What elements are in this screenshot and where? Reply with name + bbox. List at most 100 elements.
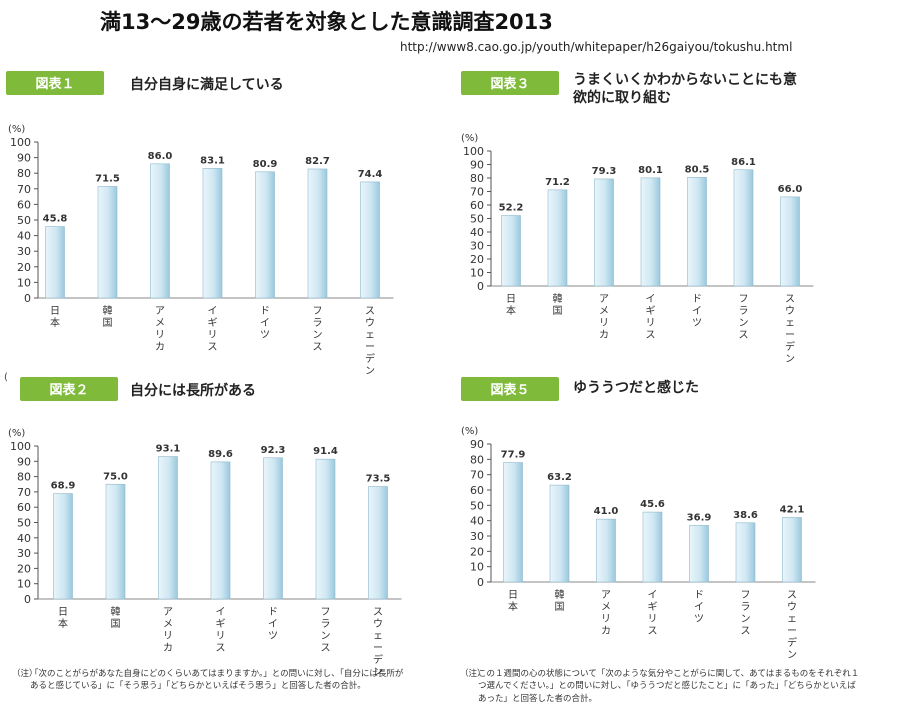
bar [735, 522, 756, 583]
chart-title-line: うまくいくかわからないことにも意 [573, 71, 797, 88]
category-label: アメリカ [163, 607, 173, 654]
value-label: 77.9 [501, 450, 526, 461]
bar [150, 163, 170, 299]
bar [503, 462, 523, 583]
bar [202, 168, 223, 299]
y-tick-label: 30 [17, 245, 31, 258]
bar [97, 186, 118, 299]
note-right: （注） この１週間の心の状態について「次のような気分やことがらに関して、あてはま… [460, 668, 860, 705]
page-title: 満13〜29歳の若者を対象とした意識調査2013 [100, 10, 553, 34]
note-right-mark: （注） [460, 669, 486, 679]
category-label: ドイツ [268, 607, 278, 642]
category-label: 韓国 [555, 589, 565, 613]
y-tick-label: 70 [17, 486, 31, 499]
value-label: 38.6 [733, 510, 758, 521]
bar [263, 457, 283, 600]
y-unit-label: (%) [8, 428, 25, 439]
y-tick-label: 60 [17, 198, 31, 211]
note-left: （注） 「次のことがらがあなた自身にどのくらいあてはまりますか。」との問いに対し… [12, 668, 407, 693]
y-tick-label: 100 [10, 440, 31, 453]
y-tick-label: 30 [470, 240, 484, 253]
bar [687, 177, 707, 287]
category-label: 日本 [506, 294, 516, 317]
note-right-text: この１週間の心の状態について「次のような気分やことがらに関して、あてはまるものを… [478, 669, 860, 704]
category-label: イギリス [648, 590, 658, 637]
y-tick-label: 20 [470, 253, 484, 266]
category-label: 韓国 [103, 305, 113, 329]
y-tick-label: 80 [470, 172, 484, 185]
bar [596, 518, 616, 583]
y-tick-label: 50 [470, 213, 484, 226]
value-label: 73.5 [366, 474, 391, 485]
category-label: イギリス [646, 294, 656, 341]
y-tick-label: 0 [24, 593, 31, 606]
category-label: ドイツ [260, 306, 270, 341]
y-tick-label: 70 [17, 183, 31, 196]
value-label: 63.2 [547, 472, 572, 483]
y-tick-label: 80 [470, 453, 484, 466]
value-label: 92.3 [261, 445, 286, 456]
category-label: アメリカ [599, 294, 609, 341]
category-label: ドイツ [692, 294, 702, 329]
value-label: 80.5 [685, 164, 710, 175]
y-tick-label: 80 [17, 167, 31, 180]
note-left-mark: （注） [12, 669, 38, 679]
y-tick-label: 20 [17, 261, 31, 274]
y-tick-label: 40 [17, 532, 31, 545]
y-tick-label: 90 [470, 159, 484, 172]
y-tick-label: 60 [470, 199, 484, 212]
bar [549, 484, 570, 583]
chart-title: 自分には長所がある [130, 382, 256, 399]
category-label: ドイツ [694, 590, 704, 625]
y-tick-label: 100 [463, 145, 484, 158]
bar [255, 171, 275, 299]
y-tick-label: 70 [470, 186, 484, 199]
y-unit-label: (%) [8, 124, 25, 135]
chart-badge-label: 図表５ [490, 382, 529, 398]
chart-panel-5: 図表５ ゆううつだと感じた (%) 0 10 20 30 40 50 60 70 80 90 77.9 日本… [455, 372, 900, 667]
chart-panel-1: 図表１ 自分自身に満足している (%) 0 10 20 30 40 50 60 70 80 90 100 4… [0, 66, 445, 377]
bar [733, 169, 754, 287]
category-label: イギリス [208, 306, 218, 353]
category-label: 日本 [58, 607, 68, 630]
category-label: 日本 [508, 590, 518, 613]
chart-2-svg: 図表２ 自分には長所がある (%) 0 10 20 30 40 50 60 70 80 90 100 68.… [8, 377, 402, 678]
value-label: 75.0 [103, 471, 128, 482]
chart-badge [20, 377, 118, 401]
y-tick-label: 80 [17, 471, 31, 484]
chart-badge-label: 図表２ [49, 382, 88, 398]
y-tick-label: 40 [470, 515, 484, 528]
category-label: アメリカ [155, 306, 165, 353]
bar [315, 458, 336, 600]
y-tick-label: 90 [470, 438, 484, 451]
category-label: フランス [739, 294, 749, 341]
y-tick-label: 20 [470, 545, 484, 558]
y-tick-label: 10 [470, 267, 484, 280]
value-label: 45.8 [43, 214, 68, 225]
value-label: 36.9 [687, 512, 712, 523]
category-label: 韓国 [111, 606, 121, 630]
y-unit-label: (%) [461, 426, 478, 437]
value-label: 82.7 [305, 156, 330, 167]
chart-badge-label: 図表３ [490, 76, 529, 92]
source-url[interactable]: http://www8.cao.go.jp/youth/whitepaper/h… [400, 40, 793, 54]
y-tick-label: 50 [17, 214, 31, 227]
chart-title-line: 欲的に取り組む [572, 89, 671, 106]
category-label: フランス [321, 607, 331, 654]
y-tick-label: 10 [17, 578, 31, 591]
y-tick-label: 50 [17, 517, 31, 530]
chart-title: ゆううつだと感じた [573, 379, 699, 396]
y-tick-label: 10 [17, 276, 31, 289]
y-unit-label: (%) [461, 133, 478, 144]
bar [307, 168, 328, 299]
value-label: 80.1 [638, 165, 663, 176]
y-tick-label: 70 [470, 469, 484, 482]
chart-badge [461, 71, 559, 95]
chart-1-svg: 図表１ 自分自身に満足している (%) 0 10 20 30 40 50 60 70 80 90 100 4… [6, 71, 394, 377]
chart-5-svg: 図表５ ゆううつだと感じた (%) 0 10 20 30 40 50 60 70 80 90 77.9 日本… [461, 377, 816, 661]
value-label: 93.1 [156, 444, 181, 455]
value-label: 80.9 [253, 159, 278, 170]
chart-badge-label: 図表１ [35, 76, 74, 92]
y-tick-label: 60 [470, 484, 484, 497]
category-label: フランス [313, 306, 323, 353]
